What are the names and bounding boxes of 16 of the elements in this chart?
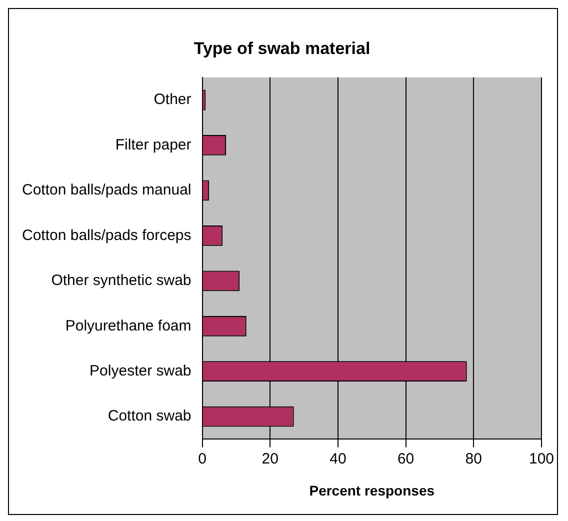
y-tick-label: Filter paper <box>115 136 192 154</box>
x-tick-label: 80 <box>465 450 482 468</box>
x-tick-label: 0 <box>198 450 206 468</box>
x-tick-label: 20 <box>262 450 278 468</box>
y-tick-label: Other synthetic swab <box>51 272 192 290</box>
x-tick-label: 60 <box>397 450 414 468</box>
x-tick-label: 100 <box>528 450 554 468</box>
y-tick-label: Polyester swab <box>90 362 192 380</box>
y-tick-label: Polyurethane foam <box>65 317 192 334</box>
y-tick-label: Cotton balls/pads manual <box>22 182 192 199</box>
y-tick-label: Other <box>154 91 192 108</box>
x-tick-label: 40 <box>330 450 346 468</box>
y-tick-label: Cotton balls/pads forceps <box>22 226 192 244</box>
chart-title: Type of swab material <box>194 38 370 58</box>
x-axis-title: Percent responses <box>309 482 435 498</box>
y-tick-label: Cotton swab <box>108 408 192 425</box>
